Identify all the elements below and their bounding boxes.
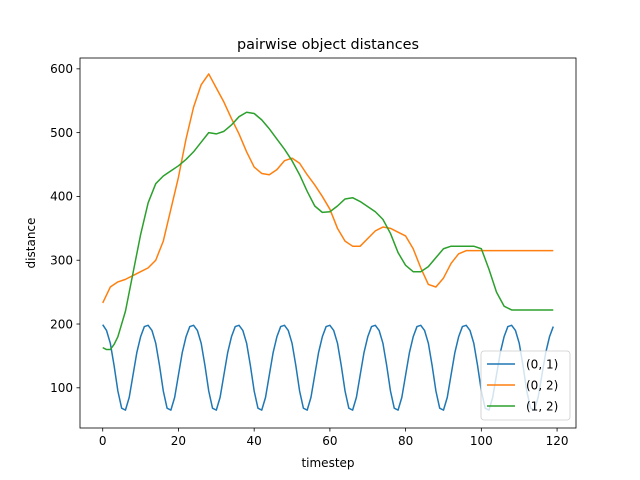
- chart-title: pairwise object distances: [237, 37, 419, 53]
- legend: (0, 1) (0, 2) (1, 2): [480, 350, 571, 421]
- x-tick-label-1: 20: [171, 434, 186, 448]
- y-tick-label-2: 300: [50, 254, 73, 268]
- x-tick-label-2: 40: [247, 434, 262, 448]
- legend-label-0: (0, 1): [526, 357, 558, 371]
- x-axis-title: timestep: [301, 456, 354, 470]
- legend-label-1: (0, 2): [526, 378, 558, 392]
- y-axis-title: distance: [24, 218, 38, 269]
- y-tick-label-4: 500: [50, 126, 73, 140]
- series-line-0: [102, 324, 554, 411]
- y-tick-label-3: 400: [50, 190, 73, 204]
- y-axis-ticks: 100 200 300 400 500 600: [50, 62, 80, 395]
- legend-box: [480, 350, 571, 421]
- x-tick-label-3: 60: [322, 434, 337, 448]
- series-group: [102, 73, 554, 411]
- series-line-2: [102, 111, 554, 351]
- x-tick-label-0: 0: [99, 434, 107, 448]
- plot-frame: [79, 57, 577, 429]
- y-tick-label-1: 200: [50, 317, 73, 331]
- x-axis-ticks: 0 20 40 60 80 100 120: [99, 428, 569, 448]
- y-tick-label-5: 600: [50, 62, 73, 76]
- x-tick-label-5: 100: [470, 434, 493, 448]
- x-tick-label-4: 80: [398, 434, 413, 448]
- x-tick-label-6: 120: [546, 434, 569, 448]
- y-tick-label-0: 100: [50, 381, 73, 395]
- legend-label-2: (1, 2): [526, 399, 558, 413]
